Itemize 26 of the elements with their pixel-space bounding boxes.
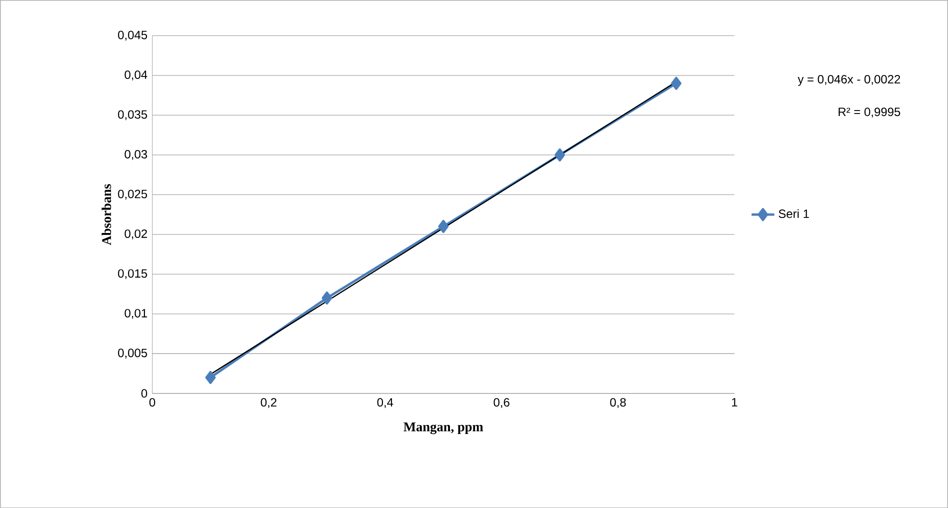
x-tick-label: 0,2 <box>260 398 276 408</box>
y-tick-label: 0,045 <box>118 30 148 40</box>
point <box>438 220 449 233</box>
y-tick-label: 0,035 <box>118 110 148 120</box>
y-tick-label: 0,01 <box>124 308 147 319</box>
x-tick-label: 0,8 <box>610 398 626 408</box>
y-tick-label: 0,04 <box>124 70 148 80</box>
y-tick-label: 0,005 <box>118 348 148 358</box>
y-axis-title: Absorbans <box>102 184 112 245</box>
x-tick-label: 0,4 <box>377 398 394 408</box>
y-tick-label: 0,025 <box>118 190 148 200</box>
point <box>671 76 682 90</box>
y-tick-label: 0,015 <box>118 269 148 279</box>
point <box>554 148 565 162</box>
text: y = 0,046x - 0,0022 <box>798 74 900 86</box>
y-tick-label: 0 <box>141 388 148 398</box>
legend-label: Seri 1 <box>778 209 809 218</box>
x-tick-label: 1 <box>732 398 738 406</box>
y-tick-label: 0,03 <box>124 150 148 160</box>
point <box>205 370 216 384</box>
y-tick-label: 0,02 <box>124 229 147 240</box>
x-axis-title: Mangan, ppm <box>404 422 484 434</box>
x-tick-label: 0 <box>149 398 156 406</box>
x-tick-label: 0,6 <box>494 398 510 408</box>
point <box>322 291 332 304</box>
text: R² = 0,9995 <box>838 107 900 118</box>
